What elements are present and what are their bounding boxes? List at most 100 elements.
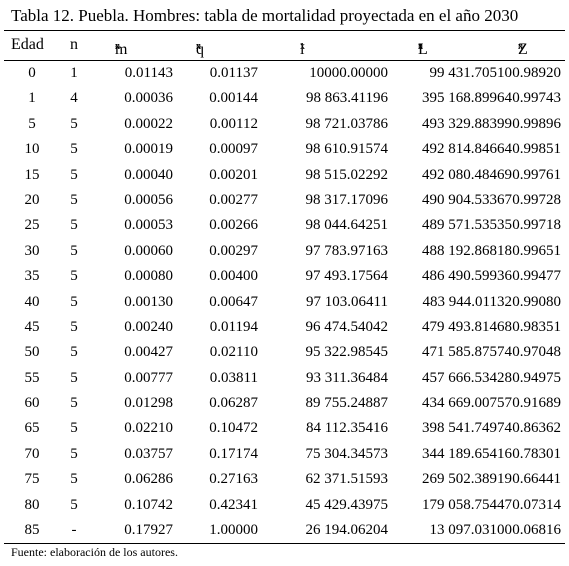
nLx-cell: 398 541.74974 — [422, 420, 512, 437]
table-row: 70 5 0.03757 0.17174 75 304.34573 344 189.654… — [0, 442, 569, 467]
table-row: 60 5 0.01298 0.06287 89 755.24887 434 669.007… — [0, 391, 569, 416]
lx-cell: 62 371.51593 — [305, 471, 389, 488]
edad-cell: 65 — [24, 420, 40, 437]
nZx-cell: 0.99851 — [512, 141, 561, 158]
nZx-cell: 0.98920 — [512, 65, 561, 81]
nmx-cell: 0.00060 — [124, 242, 173, 259]
table-row: 1 4 0.00036 0.00144 98 863.41196 395 168.8996… — [0, 86, 569, 111]
edad-cell: 1 — [28, 90, 36, 107]
n-cell: 5 — [70, 471, 78, 488]
nZx-cell: 0.66441 — [512, 471, 561, 488]
table-row: 55 5 0.00777 0.03811 93 311.36484 457 666.534… — [0, 366, 569, 391]
lx-cell: 97 103.06411 — [306, 293, 388, 310]
n-cell: 5 — [70, 395, 78, 412]
nqx-cell: 0.42341 — [209, 496, 258, 513]
nmx-cell: 0.10742 — [124, 496, 173, 513]
nqx-cell: 0.00266 — [209, 217, 258, 234]
nmx-cell: 0.01143 — [124, 65, 173, 81]
nLx-cell: 395 168.89964 — [422, 90, 512, 107]
nmx-cell: 0.00056 — [124, 191, 173, 208]
lx-cell: 95 322.98545 — [305, 344, 389, 361]
nqx-cell: 0.00097 — [209, 141, 258, 158]
table-row: 50 5 0.00427 0.02110 95 322.98545 471 585.875… — [0, 340, 569, 365]
nZx-cell: 0.99761 — [512, 166, 561, 183]
edad-cell: 5 — [28, 115, 36, 132]
edad-cell: 75 — [24, 471, 40, 488]
header-nLx-sub: x — [418, 41, 423, 52]
lx-cell: 45 429.43975 — [305, 496, 389, 513]
lx-cell: 26 194.06204 — [305, 522, 389, 539]
nmx-cell: 0.00040 — [124, 166, 173, 183]
nZx-cell: 0.99728 — [512, 191, 561, 208]
nLx-cell: 457 666.53428 — [422, 369, 512, 386]
edad-cell: 50 — [24, 344, 40, 361]
table-row: 80 5 0.10742 0.42341 45 429.43975 179 058.754… — [0, 493, 569, 518]
n-cell: 5 — [70, 369, 78, 386]
nqx-cell: 0.10472 — [209, 420, 258, 437]
nLx-cell: 486 490.59936 — [422, 268, 512, 285]
lx-cell: 96 474.54042 — [305, 318, 389, 335]
edad-cell: 0 — [28, 65, 36, 81]
table-row: 30 5 0.00060 0.00297 97 783.97163 488 192.868… — [0, 239, 569, 264]
lx-cell: 97 783.97163 — [305, 242, 389, 259]
top-rule — [4, 30, 565, 31]
header-nLx-main: L — [418, 41, 428, 58]
nmx-cell: 0.00427 — [124, 344, 173, 361]
lx-cell: 98 044.64251 — [305, 217, 389, 234]
n-cell: 5 — [70, 115, 78, 132]
table-row: 35 5 0.00080 0.00400 97 493.17564 486 490.599… — [0, 264, 569, 289]
edad-cell: 30 — [24, 242, 40, 259]
nmx-cell: 0.00777 — [124, 369, 173, 386]
nqx-cell: 0.00647 — [209, 293, 258, 310]
edad-cell: 35 — [24, 268, 40, 285]
nZx-cell: 0.94975 — [512, 369, 561, 386]
n-cell: 4 — [70, 90, 78, 107]
lx-cell: 93 311.36484 — [306, 369, 388, 386]
edad-cell: 15 — [24, 166, 40, 183]
nZx-cell: 0.99743 — [512, 90, 561, 107]
nLx-cell: 493 329.88399 — [422, 115, 512, 132]
edad-cell: 20 — [24, 191, 40, 208]
nZx-cell: 0.97048 — [512, 344, 561, 361]
edad-cell: 70 — [24, 445, 40, 462]
nZx-cell: 0.86362 — [512, 420, 561, 437]
lx-cell: 97 493.17564 — [305, 268, 389, 285]
nqx-cell: 0.00277 — [209, 191, 258, 208]
nLx-cell: 492 814.84664 — [422, 141, 512, 158]
nmx-cell: 0.17927 — [124, 522, 173, 539]
header-nmx-main: m — [115, 41, 128, 58]
nqx-cell: 0.27163 — [209, 471, 258, 488]
nZx-cell: 0.99651 — [512, 242, 561, 259]
header-nqx-main: q — [196, 41, 204, 58]
header-rule — [4, 60, 565, 61]
nZx-cell: 0.78301 — [512, 445, 561, 462]
nmx-cell: 0.00022 — [124, 115, 173, 132]
lx-cell: 98 610.91574 — [305, 141, 389, 158]
header-lx-main: l — [300, 41, 305, 58]
lx-cell: 10000.00000 — [309, 65, 388, 81]
nmx-cell: 0.06286 — [124, 471, 173, 488]
nLx-cell: 269 502.38919 — [422, 471, 512, 488]
header-nLx-pre: n — [418, 41, 423, 52]
n-cell: 5 — [70, 217, 78, 234]
table-row: 10 5 0.00019 0.00097 98 610.91574 492 814.846… — [0, 137, 569, 162]
header-nqx-pre: n — [196, 41, 201, 52]
header-edad: Edad — [11, 36, 44, 53]
nZx-cell: 0.99080 — [512, 293, 561, 310]
nLx-cell: 344 189.65416 — [422, 445, 512, 462]
nqx-cell: 0.00201 — [209, 166, 258, 183]
header-lx-sub: x — [300, 41, 305, 52]
edad-cell: 45 — [24, 318, 40, 335]
n-cell: 5 — [70, 268, 78, 285]
nqx-cell: 0.00144 — [209, 90, 258, 107]
lx-cell: 98 721.03786 — [305, 115, 389, 132]
table-row: 5 5 0.00022 0.00112 98 721.03786 493 329.8839… — [0, 112, 569, 137]
nqx-cell: 0.03811 — [209, 369, 258, 386]
nmx-cell: 0.00080 — [124, 268, 173, 285]
header-nZx-main: Z — [518, 41, 528, 58]
table-row: 20 5 0.00056 0.00277 98 317.17096 490 904.533… — [0, 188, 569, 213]
header-nqx-sub: x — [196, 41, 201, 52]
table-row: 15 5 0.00040 0.00201 98 515.02292 492 080.484… — [0, 163, 569, 188]
n-cell: - — [71, 522, 77, 539]
